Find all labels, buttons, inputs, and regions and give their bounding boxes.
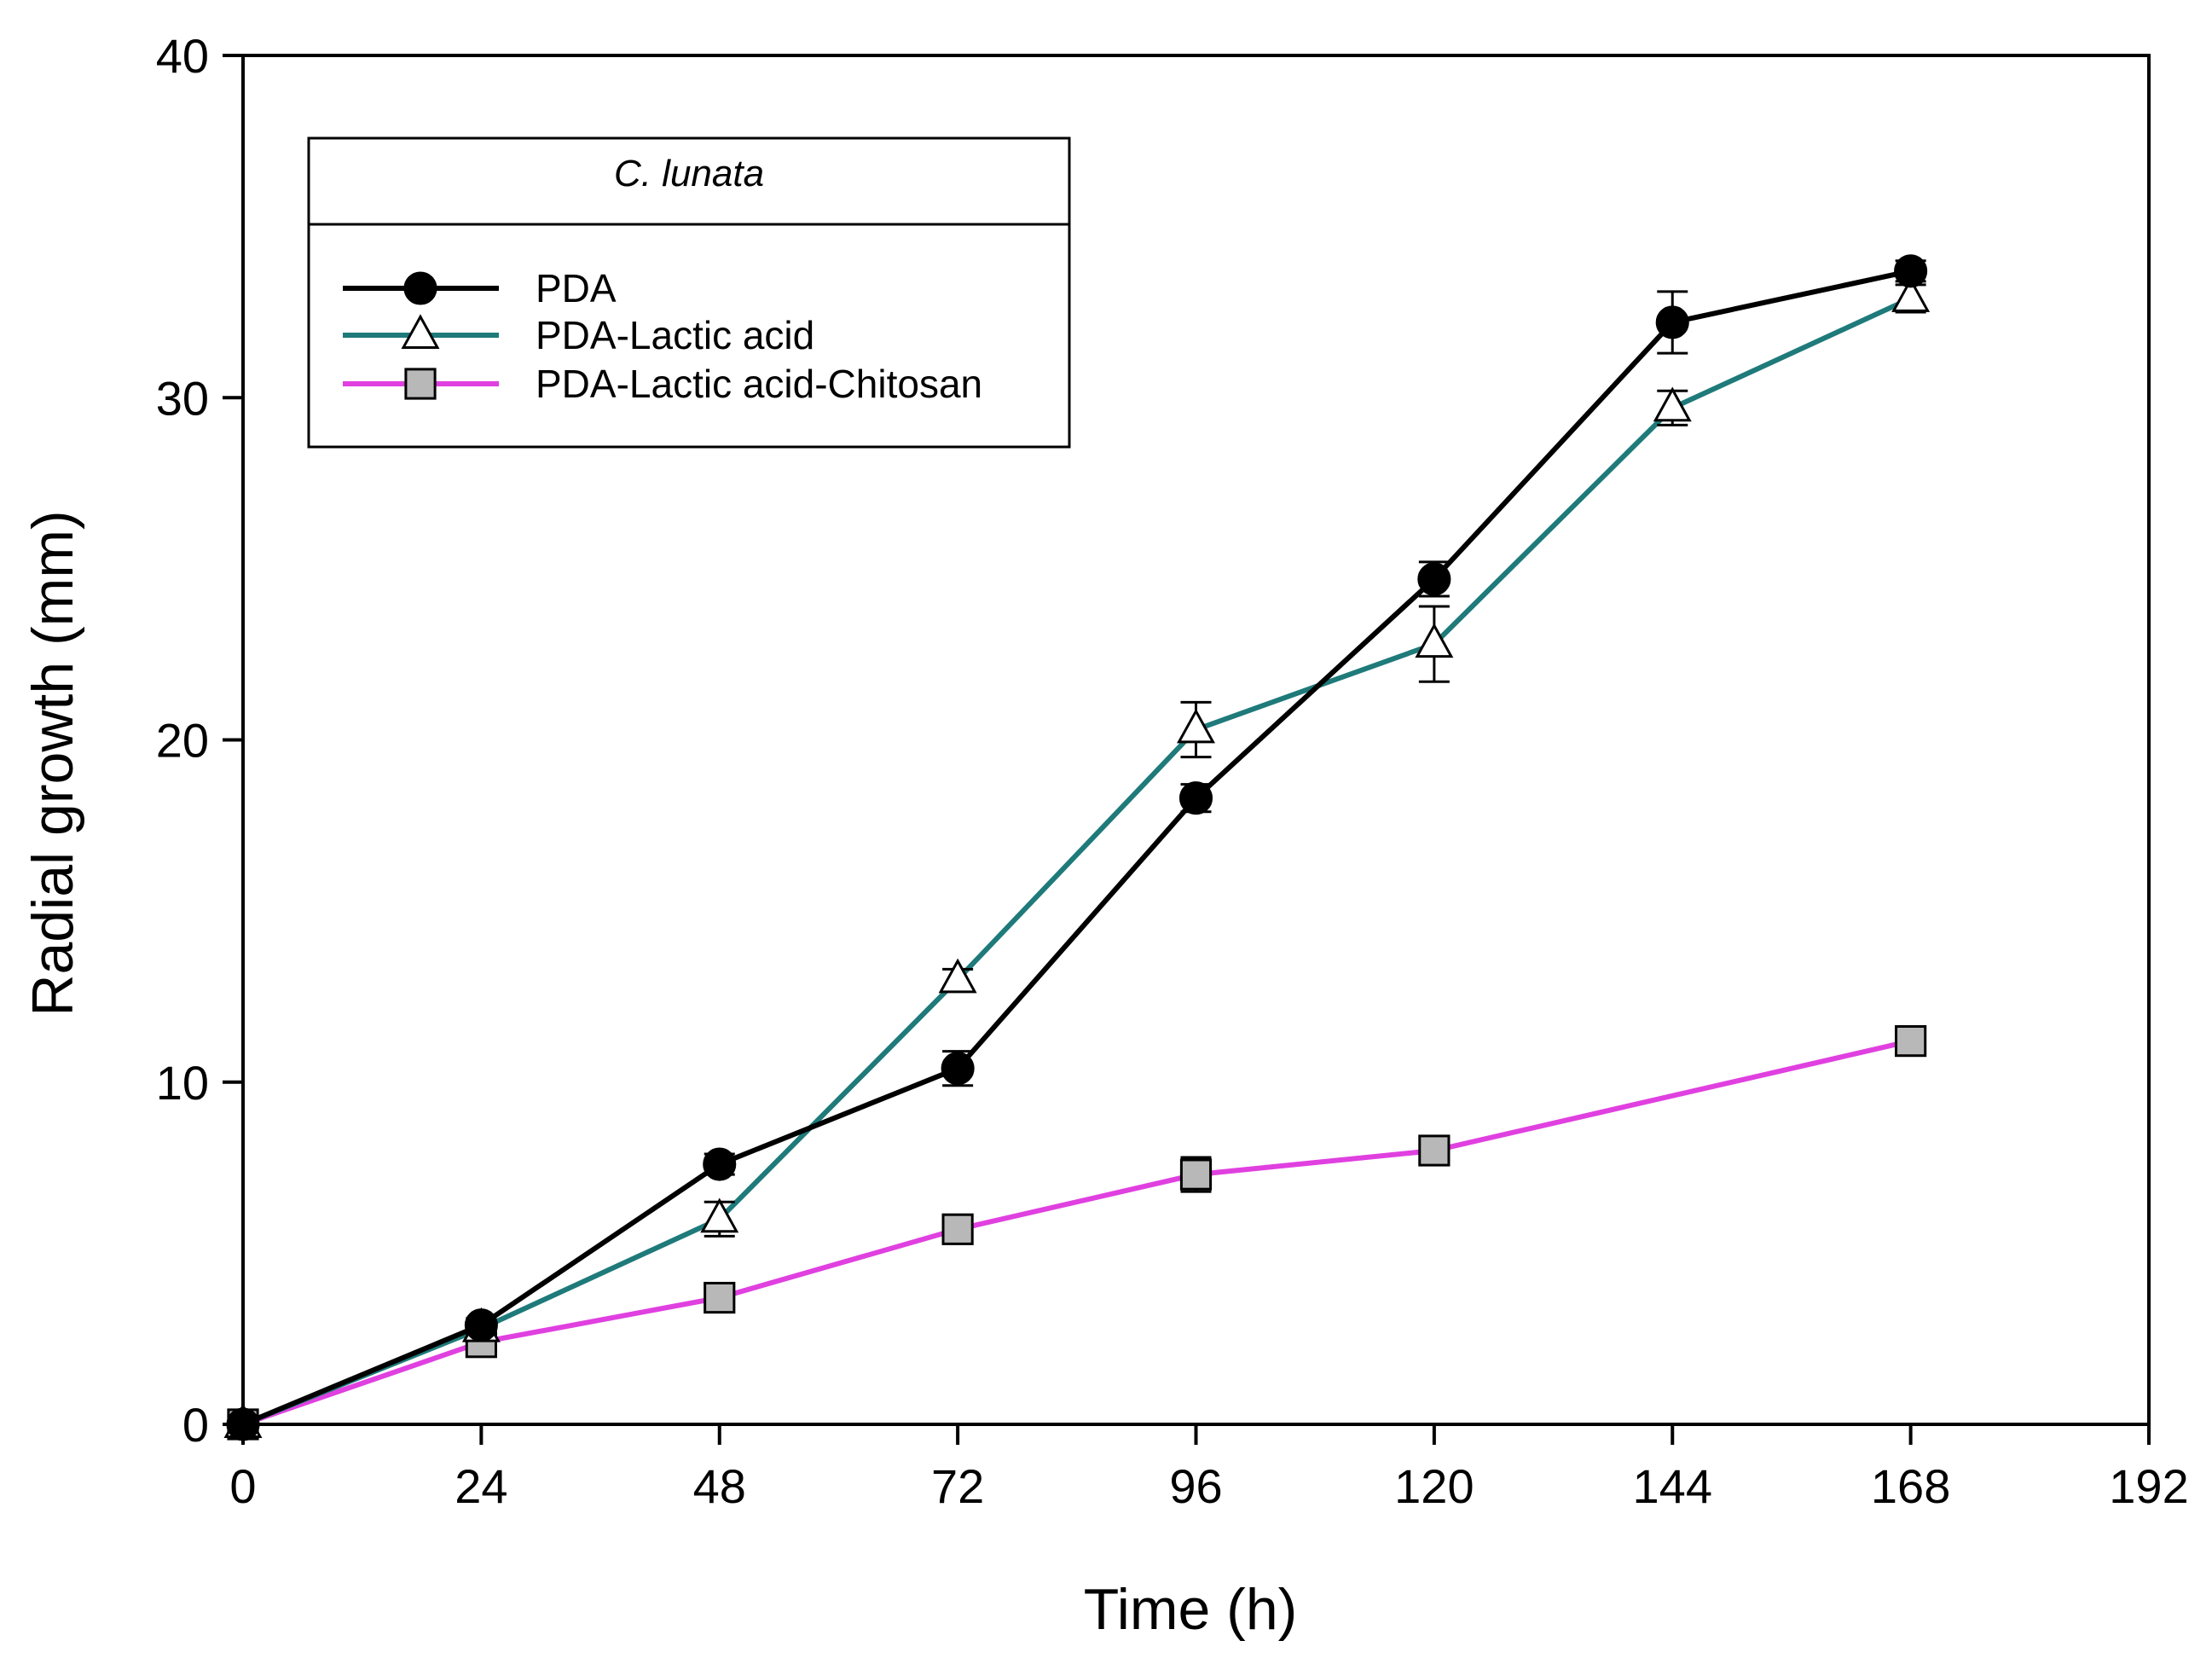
series-group: [223, 254, 1931, 1441]
data-point: [1891, 277, 1931, 312]
data-point: [1415, 623, 1454, 658]
y-tick-label: 30: [156, 371, 209, 425]
data-point: [404, 368, 437, 400]
y-tick-label: 40: [156, 29, 209, 83]
axes: 0 24 48 72 96 120 144 168 192 0 10 20 30 40: [156, 29, 2189, 1513]
series-pda: [226, 254, 1928, 1441]
x-tick-label: 96: [1169, 1459, 1222, 1513]
data-point: [464, 1308, 498, 1342]
legend-label: PDA-Lactic acid: [536, 313, 814, 357]
data-point: [1894, 254, 1928, 288]
data-point: [403, 271, 437, 305]
legend-entry: PDA-Lactic acid: [343, 313, 814, 357]
data-point: [700, 1197, 739, 1233]
data-point: [1895, 1025, 1927, 1058]
x-tick-label: 192: [2109, 1459, 2188, 1513]
x-tick-label: 0: [229, 1459, 256, 1513]
data-point: [1179, 1158, 1213, 1191]
data-point: [226, 1407, 260, 1441]
x-tick-label: 48: [693, 1459, 746, 1513]
series-line: [241, 296, 1912, 1427]
legend-entry: PDA-Lactic acid-Chitosan: [343, 362, 982, 406]
x-tick-label: 168: [1871, 1459, 1950, 1513]
y-tick-label: 20: [156, 714, 209, 768]
data-point: [941, 1052, 975, 1086]
data-point: [1418, 1134, 1451, 1167]
data-point: [1655, 305, 1689, 339]
x-tick-label: 144: [1633, 1459, 1712, 1513]
data-point: [941, 1213, 974, 1245]
data-point: [1178, 781, 1213, 815]
data-point: [1653, 386, 1692, 422]
x-tick-label: 72: [931, 1459, 984, 1513]
data-point: [1417, 562, 1451, 596]
data-point: [938, 958, 977, 994]
x-tick-label: 24: [455, 1459, 507, 1513]
series-line: [241, 268, 1912, 1427]
legend-label: PDA-Lactic acid-Chitosan: [536, 362, 982, 406]
y-tick-label: 10: [156, 1056, 209, 1110]
x-axis-title: Time (h): [1084, 1577, 1298, 1642]
data-point: [401, 314, 440, 349]
legend-label: PDA: [536, 266, 617, 310]
y-axis-title: Radial growth (mm): [20, 510, 85, 1016]
x-tick-label: 120: [1394, 1459, 1474, 1513]
data-point: [703, 1147, 737, 1181]
data-point: [1177, 708, 1215, 744]
legend-entry: PDA: [343, 266, 617, 310]
legend-title: C. lunata: [614, 153, 764, 194]
y-tick-label: 0: [182, 1398, 209, 1452]
data-point: [704, 1281, 736, 1314]
